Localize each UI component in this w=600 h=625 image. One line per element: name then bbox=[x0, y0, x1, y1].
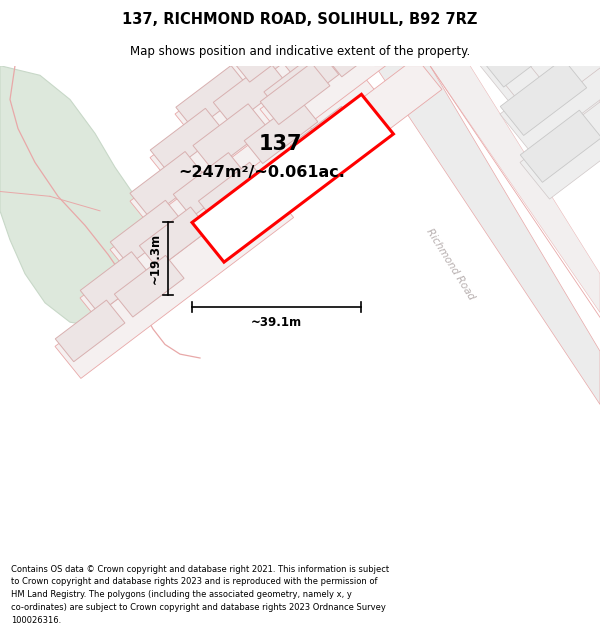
Text: Map shows position and indicative extent of the property.: Map shows position and indicative extent… bbox=[130, 45, 470, 58]
Polygon shape bbox=[80, 125, 334, 330]
Polygon shape bbox=[130, 151, 205, 218]
Polygon shape bbox=[110, 65, 380, 282]
Text: ~39.1m: ~39.1m bbox=[251, 316, 302, 329]
Polygon shape bbox=[150, 108, 224, 173]
Polygon shape bbox=[55, 186, 293, 378]
Polygon shape bbox=[239, 18, 313, 82]
Polygon shape bbox=[115, 256, 184, 317]
Polygon shape bbox=[293, 0, 364, 34]
Polygon shape bbox=[264, 50, 339, 116]
Polygon shape bbox=[150, 0, 389, 189]
Polygon shape bbox=[175, 0, 397, 144]
Text: 137: 137 bbox=[259, 134, 302, 154]
Polygon shape bbox=[230, 19, 301, 82]
Text: Contains OS data © Crown copyright and database right 2021. This information is : Contains OS data © Crown copyright and d… bbox=[11, 564, 389, 625]
Polygon shape bbox=[375, 66, 600, 404]
Polygon shape bbox=[290, 106, 360, 168]
Polygon shape bbox=[139, 207, 209, 269]
Polygon shape bbox=[520, 66, 600, 158]
Polygon shape bbox=[199, 162, 268, 224]
Polygon shape bbox=[520, 97, 600, 199]
Polygon shape bbox=[530, 18, 600, 100]
Text: 137, RICHMOND ROAD, SOLIHULL, B92 7RZ: 137, RICHMOND ROAD, SOLIHULL, B92 7RZ bbox=[122, 12, 478, 27]
Text: ~247m²/~0.061ac.: ~247m²/~0.061ac. bbox=[178, 164, 345, 179]
Text: Richmond Road: Richmond Road bbox=[424, 227, 476, 302]
Polygon shape bbox=[244, 99, 318, 164]
Polygon shape bbox=[480, 11, 566, 87]
Polygon shape bbox=[173, 152, 247, 218]
Polygon shape bbox=[130, 28, 386, 236]
Polygon shape bbox=[260, 63, 330, 124]
Polygon shape bbox=[0, 66, 155, 327]
Polygon shape bbox=[500, 36, 600, 152]
Polygon shape bbox=[80, 252, 150, 313]
Polygon shape bbox=[302, 0, 376, 35]
Polygon shape bbox=[290, 58, 442, 185]
Polygon shape bbox=[260, 2, 428, 141]
Polygon shape bbox=[480, 0, 600, 104]
Polygon shape bbox=[213, 61, 287, 125]
Polygon shape bbox=[55, 300, 125, 362]
Polygon shape bbox=[520, 110, 600, 182]
Polygon shape bbox=[192, 94, 394, 262]
Polygon shape bbox=[500, 59, 587, 136]
Polygon shape bbox=[323, 15, 393, 77]
Polygon shape bbox=[193, 104, 268, 170]
Polygon shape bbox=[490, 0, 600, 100]
Polygon shape bbox=[430, 66, 600, 312]
Text: ~19.3m: ~19.3m bbox=[149, 233, 162, 284]
Polygon shape bbox=[176, 66, 250, 130]
Polygon shape bbox=[277, 13, 350, 78]
Polygon shape bbox=[230, 0, 400, 100]
Polygon shape bbox=[110, 200, 184, 265]
